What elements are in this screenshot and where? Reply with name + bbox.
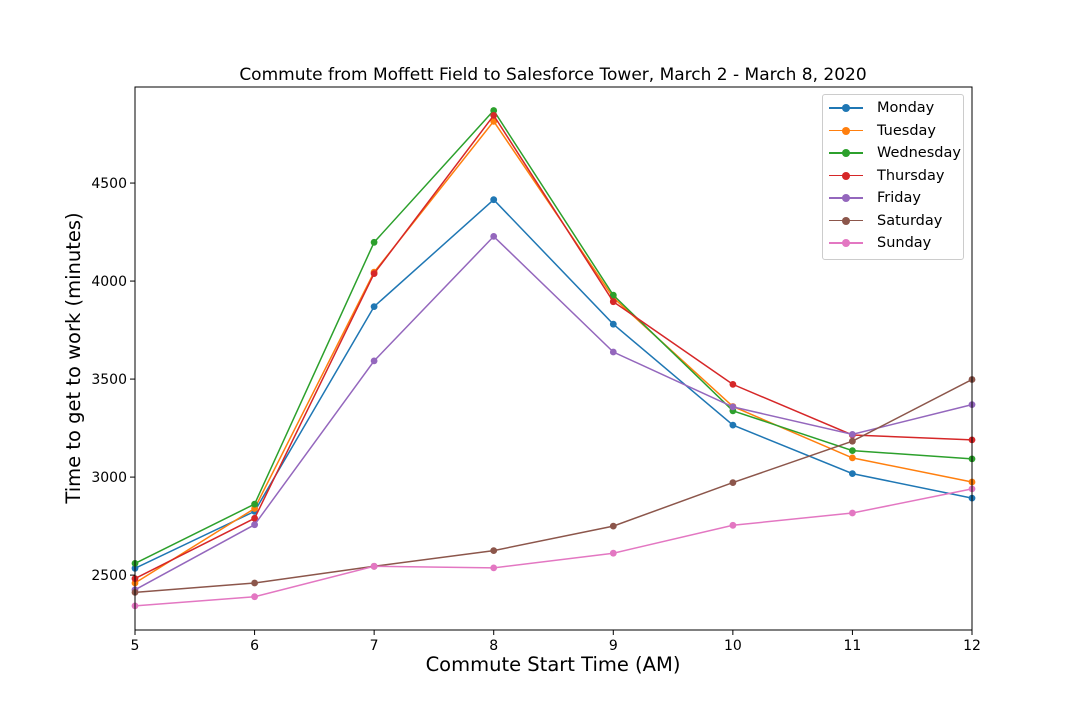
legend-swatch	[829, 171, 863, 181]
y-tick-label: 2500	[91, 568, 127, 584]
legend-label: Thursday	[877, 167, 945, 184]
legend: Monday Tuesday Wednesday Thursday Friday Satu…	[822, 94, 964, 260]
series-saturday	[131, 376, 976, 596]
legend-entry-tuesday: Tuesday	[823, 120, 963, 143]
x-tick-label: 9	[609, 638, 618, 654]
data-point	[490, 547, 498, 554]
legend-swatch	[829, 148, 863, 158]
data-point	[490, 233, 498, 240]
y-tick-label: 3500	[91, 372, 127, 388]
legend-swatch	[829, 103, 863, 113]
x-axis-label: Commute Start Time (AM)	[426, 653, 681, 676]
data-point	[849, 431, 856, 438]
legend-entry-sunday: Sunday	[823, 232, 963, 255]
y-tick-label: 4500	[91, 176, 127, 192]
x-tick-label: 10	[724, 638, 742, 654]
legend-swatch	[829, 126, 863, 136]
data-point	[370, 303, 378, 310]
legend-label: Sunday	[877, 235, 932, 252]
x-tick-label: 8	[489, 638, 498, 654]
data-point	[729, 479, 737, 486]
legend-entry-wednesday: Wednesday	[823, 142, 963, 165]
legend-entry-thursday: Thursday	[823, 165, 963, 188]
legend-swatch	[829, 216, 863, 226]
data-point	[729, 381, 737, 388]
series-line-sunday	[134, 488, 973, 607]
data-point	[370, 270, 378, 277]
data-point	[251, 593, 258, 601]
legend-label: Saturday	[877, 212, 943, 229]
x-tick-label: 12	[963, 638, 981, 654]
series-line-saturday	[134, 378, 973, 594]
y-axis-label: Time to get to work (minutes)	[62, 212, 85, 504]
data-point	[251, 579, 258, 587]
y-tick-label: 3000	[91, 470, 127, 486]
data-point	[609, 522, 617, 530]
legend-label: Tuesday	[877, 122, 936, 139]
data-point	[490, 564, 498, 572]
legend-label: Wednesday	[877, 145, 961, 162]
data-point	[490, 196, 498, 204]
series-wednesday	[131, 107, 976, 567]
data-point	[609, 348, 617, 356]
data-point	[609, 320, 617, 328]
x-tick-label: 5	[131, 638, 140, 654]
x-tick-label: 7	[370, 638, 379, 654]
data-point	[849, 470, 856, 477]
legend-label: Monday	[877, 100, 935, 117]
legend-swatch	[829, 193, 863, 203]
data-point	[370, 357, 378, 365]
series-line-thursday	[134, 114, 973, 580]
data-point	[251, 521, 258, 529]
data-point	[370, 238, 378, 246]
data-point	[849, 437, 856, 445]
data-point	[490, 117, 498, 125]
x-tick-label: 6	[250, 638, 259, 654]
y-tick-label: 4000	[91, 274, 127, 290]
data-point	[370, 562, 378, 570]
x-tick-label: 11	[844, 638, 862, 654]
data-point	[609, 291, 617, 299]
data-point	[729, 421, 737, 429]
data-point	[849, 509, 856, 517]
series-sunday	[131, 485, 976, 610]
legend-swatch	[829, 238, 863, 248]
data-point	[729, 521, 737, 529]
data-point	[490, 112, 498, 119]
series-line-wednesday	[134, 109, 973, 565]
data-point	[251, 514, 258, 522]
legend-entry-monday: Monday	[823, 97, 963, 120]
plot-frame	[134, 86, 973, 631]
data-point	[609, 298, 617, 306]
data-point	[849, 447, 856, 454]
data-point	[490, 107, 498, 114]
series-line-friday	[134, 235, 973, 591]
data-point	[729, 403, 737, 411]
legend-entry-friday: Friday	[823, 187, 963, 210]
data-point	[849, 454, 856, 462]
legend-label: Friday	[877, 190, 921, 207]
legend-entry-saturday: Saturday	[823, 210, 963, 233]
data-point	[251, 500, 258, 508]
series-friday	[131, 233, 976, 594]
data-point	[609, 549, 617, 557]
chart-title: Commute from Moffett Field to Salesforce…	[239, 65, 866, 85]
